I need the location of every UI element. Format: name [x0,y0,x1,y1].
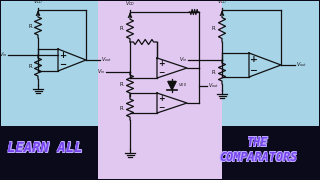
Text: THE
COMPARATORS: THE COMPARATORS [220,135,298,163]
Bar [98,1,222,179]
Text: −: − [158,68,165,77]
Text: LEARN ALL: LEARN ALL [8,142,84,156]
Text: +: + [250,55,258,64]
Text: $V_{DD}$: $V_{DD}$ [33,0,43,6]
Text: −: − [158,103,165,112]
Text: +: + [158,94,165,103]
Text: LEARN ALL: LEARN ALL [8,140,84,154]
Text: THE
COMPARATORS: THE COMPARATORS [218,137,297,165]
Text: R: R [28,24,32,28]
Text: THE
COMPARATORS: THE COMPARATORS [219,135,297,163]
Text: LEARN ALL: LEARN ALL [7,141,82,155]
Text: R: R [119,105,123,111]
Text: $V_{out}$: $V_{out}$ [208,81,219,90]
Text: R: R [211,26,215,30]
Text: $V_{out}$: $V_{out}$ [101,56,112,64]
Text: THE
COMPARATORS: THE COMPARATORS [219,136,297,164]
Bar [1,1,141,126]
Text: LEARN ALL: LEARN ALL [7,141,83,155]
Text: R: R [119,82,123,87]
Text: LEARN ALL: LEARN ALL [7,140,83,154]
Text: LEARN ALL: LEARN ALL [7,140,82,154]
Text: THE
COMPARATORS: THE COMPARATORS [220,137,298,165]
Text: $V_{in}$: $V_{in}$ [97,68,105,76]
Text: LEARN ALL: LEARN ALL [8,141,84,155]
Text: THE
COMPARATORS: THE COMPARATORS [220,136,298,164]
Text: THE
COMPARATORS: THE COMPARATORS [218,136,297,164]
Text: −: − [250,66,258,75]
Text: $V_{out}$: $V_{out}$ [296,60,307,69]
Text: THE
COMPARATORS: THE COMPARATORS [218,135,297,163]
Bar [179,1,319,126]
Text: +: + [59,51,66,60]
Text: LEARN ALL: LEARN ALL [7,142,82,156]
Text: R: R [28,64,32,69]
Text: R: R [119,26,123,31]
Text: R: R [211,69,215,75]
Text: LEARN ALL: LEARN ALL [7,142,83,156]
Text: $V_{in}$: $V_{in}$ [179,56,187,64]
Text: −: − [59,60,66,69]
Text: $V_{DD}$: $V_{DD}$ [178,82,187,89]
Polygon shape [168,82,176,89]
Text: $V_{in}$: $V_{in}$ [0,51,7,59]
Text: +: + [158,59,165,68]
Text: $V_{DD}$: $V_{DD}$ [217,0,227,6]
Text: THE
COMPARATORS: THE COMPARATORS [219,137,297,165]
Text: $V_{DD}$: $V_{DD}$ [125,0,135,8]
